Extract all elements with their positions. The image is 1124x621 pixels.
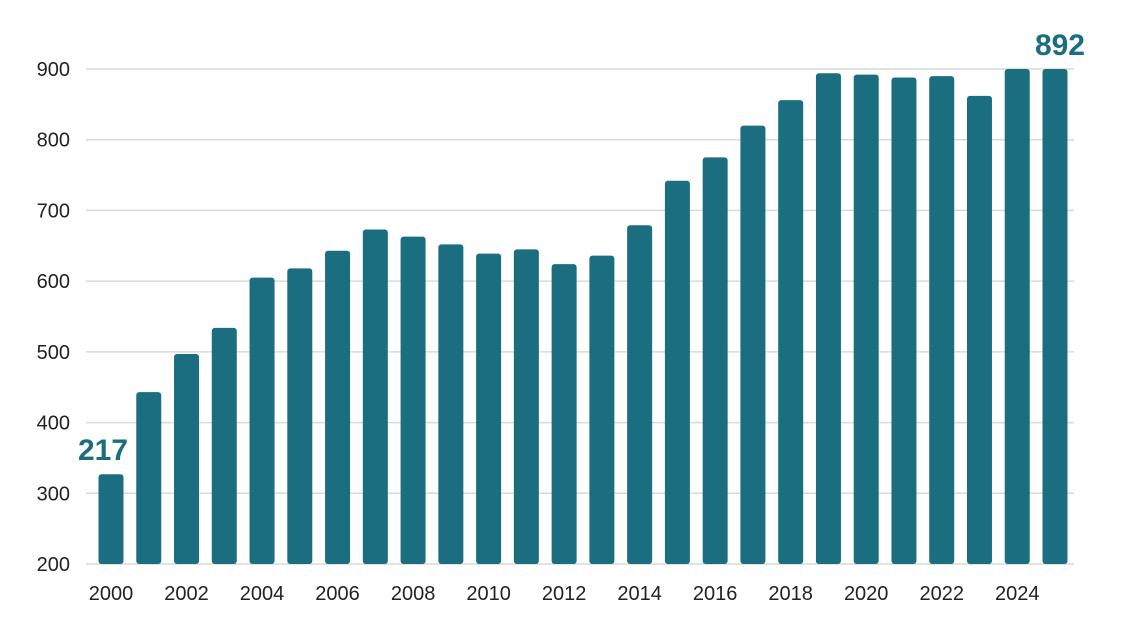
bar-2023 bbox=[966, 95, 992, 564]
bar-2022 bbox=[929, 76, 955, 565]
bar-2012 bbox=[551, 264, 577, 564]
bar-2014 bbox=[627, 225, 653, 564]
bar-2000 bbox=[98, 474, 124, 564]
bar-2006 bbox=[325, 250, 351, 564]
x-tick-label: 2006 bbox=[315, 583, 360, 605]
bar-2002 bbox=[174, 353, 200, 564]
bar-2009 bbox=[438, 244, 464, 564]
data-label-2025: 892 bbox=[1035, 29, 1085, 62]
y-tick-label: 600 bbox=[37, 271, 70, 293]
x-tick-label: 2002 bbox=[164, 583, 209, 605]
bar-2024 bbox=[1004, 69, 1030, 564]
bar-2007 bbox=[362, 229, 388, 564]
bar-2008 bbox=[400, 236, 426, 565]
x-tick-label: 2020 bbox=[844, 583, 889, 605]
y-tick-label: 400 bbox=[37, 413, 70, 435]
bar-2016 bbox=[702, 157, 728, 564]
bar-2010 bbox=[476, 253, 502, 565]
x-tick-label: 2014 bbox=[617, 583, 662, 605]
bar-2025 bbox=[1042, 69, 1068, 564]
x-tick-label: 2024 bbox=[995, 583, 1040, 605]
x-tick-label: 2004 bbox=[240, 583, 285, 605]
x-tick-label: 2008 bbox=[391, 583, 436, 605]
y-tick-label: 300 bbox=[37, 483, 70, 505]
bars bbox=[98, 69, 1068, 565]
x-tick-label: 2000 bbox=[89, 583, 134, 605]
y-tick-label: 500 bbox=[37, 342, 70, 364]
x-tick-label: 2018 bbox=[768, 583, 813, 605]
data-labels: 217 892 bbox=[78, 29, 1085, 467]
x-tick-label: 2012 bbox=[542, 583, 587, 605]
y-axis-ticks: 200 300 400 500 600 700 800 900 bbox=[37, 59, 70, 576]
y-tick-label: 700 bbox=[37, 200, 70, 222]
bar-2003 bbox=[211, 327, 237, 564]
x-tick-label: 2022 bbox=[919, 583, 964, 605]
bar-2019 bbox=[815, 73, 841, 564]
data-label-2000: 217 bbox=[78, 434, 128, 467]
bar-2001 bbox=[136, 392, 162, 564]
bar-2011 bbox=[513, 249, 539, 565]
bar-2015 bbox=[664, 180, 690, 564]
bar-2013 bbox=[589, 255, 615, 564]
x-tick-label: 2016 bbox=[693, 583, 738, 605]
bar-2004 bbox=[249, 277, 275, 564]
bar-2020 bbox=[853, 74, 879, 565]
bar-2017 bbox=[740, 125, 766, 565]
bar-2021 bbox=[891, 77, 917, 564]
y-tick-label: 200 bbox=[37, 554, 70, 576]
x-tick-label: 2010 bbox=[466, 583, 511, 605]
y-tick-label: 800 bbox=[37, 130, 70, 152]
y-tick-label: 900 bbox=[37, 59, 70, 81]
bar-2018 bbox=[778, 100, 804, 564]
bar-2005 bbox=[287, 268, 313, 564]
x-axis-ticks: 2000 2002 2004 2006 2008 2010 2012 2014 2016 2018… bbox=[89, 583, 1040, 605]
